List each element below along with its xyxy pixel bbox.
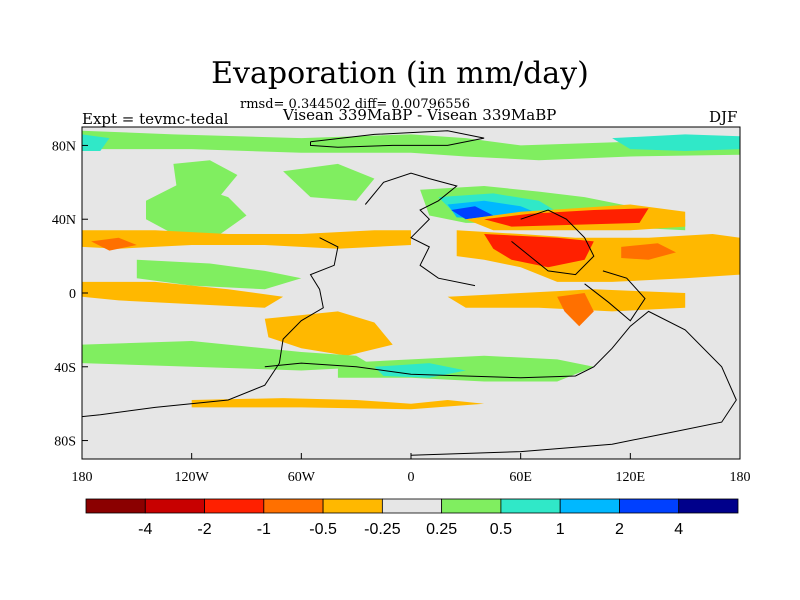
x-axis: 180 120W 60W 0 60E 120E 180 bbox=[72, 453, 751, 485]
y-axis: 80N 40N 0 40S 80S bbox=[52, 139, 88, 450]
colorbar-swatch-8 bbox=[559, 498, 620, 514]
experiment-label: Expt = tevmc-tedal bbox=[82, 110, 229, 128]
y-tick-label-4: 80S bbox=[54, 435, 76, 450]
x-tick-label-4: 60E bbox=[509, 470, 532, 485]
coastlines bbox=[82, 130, 737, 456]
colorbar-label-1: -2 bbox=[197, 521, 211, 538]
x-tick-label-1: 120W bbox=[175, 470, 210, 485]
colorbar-swatch-3 bbox=[263, 498, 324, 514]
colorbar-swatch-6 bbox=[441, 498, 502, 514]
colorbar-label-6: 0.5 bbox=[490, 521, 512, 538]
colorbar-swatch-1 bbox=[144, 498, 205, 514]
x-tick-label-6: 180 bbox=[730, 470, 751, 485]
contour-region-16 bbox=[621, 243, 676, 260]
season-label: DJF bbox=[709, 108, 738, 126]
contour-region-4 bbox=[146, 182, 247, 242]
colorbar: -4 -2 -1 -0.5 -0.25 0.25 0.5 1 2 4 bbox=[85, 498, 739, 538]
contour-region-20 bbox=[557, 293, 594, 327]
contour-region-11 bbox=[484, 208, 649, 227]
colorbar-label-2: -1 bbox=[257, 521, 271, 538]
contour-region-1 bbox=[82, 134, 110, 151]
colorbar-swatch-9 bbox=[619, 498, 680, 514]
y-tick-label-3: 40S bbox=[54, 361, 76, 376]
colorbar-swatch-7 bbox=[500, 498, 561, 514]
coastline-gondwana-west-coast bbox=[82, 237, 339, 418]
contour-region-24 bbox=[374, 363, 466, 378]
y-tick-label-2: 0 bbox=[69, 287, 76, 302]
coastline-gondwana-south-coast bbox=[264, 310, 737, 456]
contour-region-21 bbox=[264, 311, 393, 356]
contour-region-5 bbox=[283, 163, 375, 201]
colorbar-swatch-0 bbox=[85, 498, 146, 514]
coastline-euramerica-coast bbox=[364, 172, 476, 287]
chart-title: Evaporation (in mm/day) bbox=[211, 56, 589, 91]
colorbar-label-3: -0.5 bbox=[309, 521, 337, 538]
coastline-north-landmass bbox=[310, 130, 485, 148]
colorbar-swatch-5 bbox=[381, 498, 443, 514]
x-tick-label-0: 180 bbox=[72, 470, 93, 485]
coastline-east-coast bbox=[584, 270, 646, 322]
contour-region-25 bbox=[191, 398, 485, 410]
coastline-siberia-coast bbox=[511, 209, 595, 276]
colorbar-swatch-2 bbox=[204, 498, 265, 514]
colorbar-label-8: 2 bbox=[615, 521, 624, 538]
colorbar-label-9: 4 bbox=[674, 521, 683, 538]
y-tick-label-1: 40N bbox=[52, 213, 76, 228]
contour-region-15 bbox=[91, 237, 137, 251]
contour-region-9 bbox=[451, 206, 494, 220]
x-tick-label-2: 60W bbox=[288, 470, 316, 485]
colorbar-label-0: -4 bbox=[138, 521, 152, 538]
comparison-label: Visean 339MaBP - Visean 339MaBP bbox=[283, 106, 557, 124]
colorbar-label-7: 1 bbox=[556, 521, 565, 538]
contour-region-17 bbox=[136, 259, 302, 290]
contour-region-14 bbox=[484, 234, 594, 268]
x-tick-label-5: 120E bbox=[616, 470, 646, 485]
colorbar-swatch-10 bbox=[678, 498, 739, 514]
y-tick-label-0: 80N bbox=[52, 139, 76, 154]
rmsd-subtitle: rmsd= 0.344502 diff= 0.00796556 bbox=[240, 97, 471, 112]
colorbar-label-5: 0.25 bbox=[426, 521, 457, 538]
contour-region-12 bbox=[82, 230, 411, 249]
colorbar-label-4: -0.25 bbox=[364, 521, 401, 538]
contour-region-18 bbox=[82, 281, 284, 308]
colorbar-swatch-4 bbox=[322, 498, 383, 514]
x-tick-label-3: 0 bbox=[408, 470, 415, 485]
contour-region-2 bbox=[612, 134, 740, 151]
